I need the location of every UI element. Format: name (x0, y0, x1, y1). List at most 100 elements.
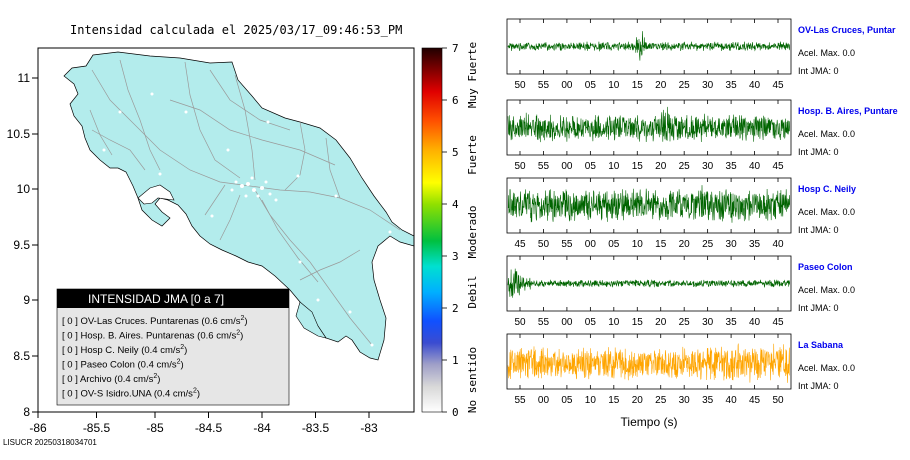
seismogram-tick-label: 55 (514, 395, 526, 406)
seismogram-tick-label: 45 (772, 317, 784, 328)
legend-row-badge: [ 0 ] (62, 374, 80, 385)
seismogram-tick-label: 30 (679, 395, 691, 406)
map-x-tick-label: -83 (360, 421, 378, 435)
legend-row-sup: 2 (177, 359, 181, 366)
colorbar-level-label: Debil (466, 275, 479, 308)
legend-row-tail: ) (240, 331, 243, 342)
seismogram-tick-label: 50 (514, 80, 526, 91)
footer-id: LISUCR 20250318034701 (3, 438, 97, 447)
seismogram-tick-label: 35 (726, 317, 738, 328)
seismogram-tick-label: 25 (702, 239, 714, 250)
legend-row: [ 0 ] Hosp. B. Aires. Puntarenas (0.6 cm… (62, 330, 243, 342)
colorbar-level-label: Muy Fuerte (466, 42, 479, 108)
legend-row-text: OV-Las Cruces. Puntarenas (0.6 cm/s (80, 316, 240, 327)
legend-row-badge: [ 0 ] (62, 389, 80, 400)
legend-row-sup: 2 (193, 388, 197, 395)
station-name: Hosp C. Neily (798, 184, 856, 194)
seismogram-trace (507, 185, 790, 223)
map-title: Intensidad calculada el 2025/03/17_09:46… (70, 23, 403, 37)
legend-row-sup: 2 (240, 315, 244, 322)
station-int-jma: Int JMA: 0 (798, 303, 839, 313)
seismogram-panel: 50 55 00 05 10 15 20 25 30 35 40 45 Hosp. B. Aires, … (506, 99, 898, 172)
map-x-tick-label: -85 (146, 421, 164, 435)
legend-row-text: Paseo Colon (0.4 cm/s (80, 360, 176, 371)
seismogram-tick-label: 30 (726, 239, 738, 250)
legend-row-tail: ) (244, 316, 247, 327)
colorbar-tick-label: 6 (452, 94, 459, 107)
seismogram-tick-label: 05 (585, 161, 597, 172)
seismogram-tick-label: 10 (608, 317, 620, 328)
station-accel: Acel. Max. 0.0 (798, 129, 855, 139)
seismogram-tick-label: 00 (538, 395, 550, 406)
station-name: Hosp. B. Aires, Puntare (798, 106, 898, 116)
seismogram-tick-label: 35 (702, 395, 714, 406)
seismogram-tick-label: 45 (514, 239, 526, 250)
seismogram-tick-label: 40 (772, 239, 784, 250)
legend-row: [ 0 ] OV-Las Cruces. Puntarenas (0.6 cm/… (62, 315, 248, 327)
seismogram-trace (507, 343, 790, 383)
seismogram-tick-label: 15 (632, 161, 644, 172)
seismogram-tick-label: 25 (679, 161, 691, 172)
seismogram-tick-label: 15 (632, 317, 644, 328)
seismogram-trace (507, 31, 790, 61)
legend-row-badge: [ 0 ] (62, 345, 80, 356)
legend-row: [ 0 ] Archivo (0.4 cm/s2) (62, 373, 160, 385)
seismogram-tick-label: 40 (726, 395, 738, 406)
map-x-tick-label: -83.5 (302, 421, 330, 435)
seismogram-tick-label: 20 (632, 395, 644, 406)
station-accel: Acel. Max. 0.0 (798, 363, 855, 373)
city-points (102, 92, 392, 347)
map-y-tick-label: 8 (23, 405, 30, 419)
road-network (89, 59, 401, 346)
legend-row-text: OV-S Isidro.UNA (0.4 cm/s (80, 389, 193, 400)
legend-row-badge: [ 0 ] (62, 360, 80, 371)
seismogram-tick-label: 50 (538, 239, 550, 250)
station-name: Paseo Colon (798, 262, 853, 272)
colorbar-tick-label: 3 (452, 250, 459, 263)
map-x-axis: -86 -85.5 -85 -84.5 -84 -83.5 -83 (29, 412, 378, 435)
seismogram-tick-label: 20 (655, 80, 667, 91)
colorbar-tick-label: 5 (452, 146, 459, 159)
colorbar-tick-label: 4 (452, 198, 459, 211)
legend-row-sup: 2 (236, 330, 240, 337)
legend-row-text: Hosp C. Neily (0.4 cm/s (80, 345, 180, 356)
seismogram-tick-label: 10 (632, 239, 644, 250)
legend-row-tail: ) (197, 389, 200, 400)
seismogram-panel: 50 55 00 05 10 15 20 25 30 35 40 45 OV-Las Cruces, P… (506, 18, 896, 91)
seismogram-tick-label: 00 (561, 317, 573, 328)
seismogram-tick-label: 35 (749, 239, 761, 250)
seismogram-tick-label: 25 (655, 395, 667, 406)
station-name: La Sabana (798, 340, 844, 350)
legend-row-tail: ) (181, 360, 184, 371)
seismogram-tick-label: 55 (538, 80, 550, 91)
legend-header: INTENSIDAD JMA [0 a 7] (88, 292, 224, 306)
station-int-jma: Int JMA: 0 (798, 147, 839, 157)
station-int-jma: Int JMA: 0 (798, 381, 839, 391)
seismogram-tick-label: 55 (561, 239, 573, 250)
seismogram-tick-label: 50 (514, 317, 526, 328)
map-y-tick-label: 10.5 (7, 127, 31, 141)
seismogram-tick-label: 05 (585, 317, 597, 328)
map-y-axis: 11 10.5 10 9.5 9 8.5 8 (7, 71, 38, 419)
seismogram-tick-label: 45 (772, 80, 784, 91)
seismogram-tick-label: 00 (585, 239, 597, 250)
map-y-tick-label: 8.5 (13, 349, 30, 363)
map-x-tick-label: -86 (29, 421, 47, 435)
legend-row-sup: 2 (153, 373, 157, 380)
seismogram-panel: 50 55 00 05 10 15 20 25 30 35 40 45 Paseo Colon Acel.… (506, 255, 855, 328)
intensity-legend: INTENSIDAD JMA [0 a 7] [ 0 ] OV-Las Cruc… (56, 288, 290, 406)
colorbar-level-label: Moderado (466, 206, 479, 259)
seismogram-tick-label: 40 (749, 80, 761, 91)
legend-row-sup: 2 (180, 344, 184, 351)
seismogram-tick-label: 55 (538, 161, 550, 172)
map-x-tick-label: -85.5 (83, 421, 111, 435)
seismogram-trace (507, 268, 790, 298)
station-accel: Acel. Max. 0.0 (798, 48, 855, 58)
seismogram-tick-label: 15 (655, 239, 667, 250)
legend-row: [ 0 ] Hosp C. Neily (0.4 cm/s2) (62, 344, 187, 356)
seismogram-tick-label: 20 (679, 239, 691, 250)
seismogram-tick-label: 50 (772, 395, 784, 406)
seismogram-xlabel: Tiempo (s) (621, 415, 678, 429)
seismogram-tick-label: 20 (655, 317, 667, 328)
seismogram-tick-label: 40 (749, 161, 761, 172)
